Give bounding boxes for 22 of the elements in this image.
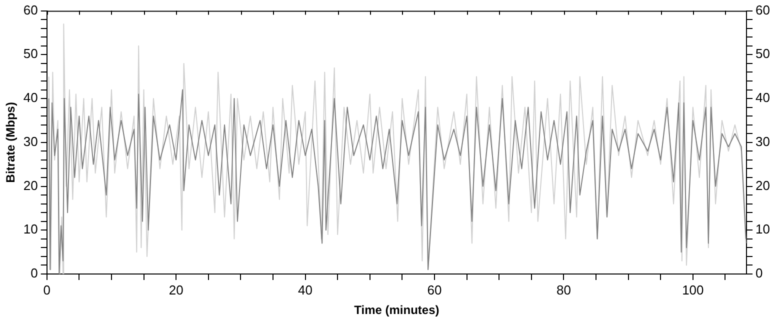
y-tick-label: 0: [30, 266, 38, 281]
x-tick-label: 40: [298, 282, 313, 298]
y2-tick-label: 30: [756, 134, 770, 149]
y-tick-label: 20: [23, 178, 38, 193]
x-tick-label: 80: [556, 282, 571, 298]
x-tick-label: 60: [427, 282, 442, 298]
y2-tick-label: 10: [756, 222, 770, 237]
y-axis-title: Bitrate (Mbps): [4, 102, 18, 183]
y-tick-label: 40: [23, 90, 38, 106]
y-tick-label: 30: [23, 134, 38, 149]
y-tick-label: 10: [23, 222, 38, 237]
y-tick-label: 50: [23, 46, 38, 62]
x-axis-title: Time (minutes): [354, 303, 440, 318]
y2-tick-label: 0: [756, 266, 763, 281]
x-tick-label: 100: [682, 282, 704, 298]
y-tick-label: 60: [23, 2, 38, 18]
y2-tick-label: 60: [756, 2, 770, 18]
y2-tick-label: 40: [756, 90, 770, 106]
y2-tick-label: 20: [756, 178, 770, 193]
x-tick-label: 20: [168, 282, 184, 298]
x-tick-label: 0: [43, 282, 50, 298]
y2-tick-label: 50: [756, 46, 770, 62]
